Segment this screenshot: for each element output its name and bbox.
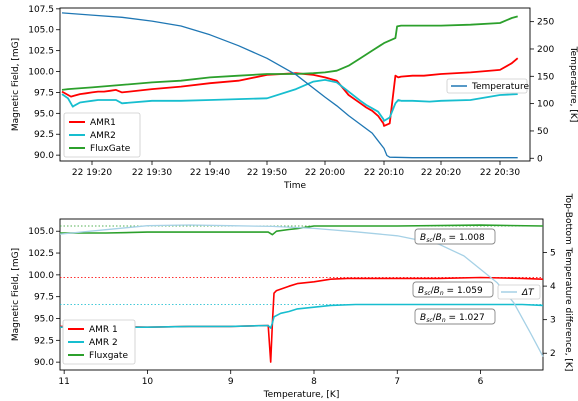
chart1-xtick-label: 22 19:40 <box>190 168 231 178</box>
chart1-series-amr2 <box>61 79 518 122</box>
chart1-legend <box>63 112 141 158</box>
chart2-xtick-label: 10 <box>142 377 154 387</box>
chart1-ytick-label: 102.5 <box>28 47 54 57</box>
chart1-series-temperature <box>61 12 518 159</box>
chart2-legend-label: ΔT <box>521 288 535 298</box>
chart1-y2tick-label: 150 <box>537 72 554 82</box>
chart2-ratio-box <box>414 308 496 325</box>
chart2-ytick-label: 100.0 <box>28 271 54 281</box>
chart2-ratio-label: Bsc/Bn = 1.027 <box>420 313 485 324</box>
chart2-xtick-label: 11 <box>58 377 69 387</box>
chart1-y2tick-label: 50 <box>537 127 549 137</box>
chart1-y2tick-label: 100 <box>537 100 554 110</box>
chart1-ytick-label: 105.0 <box>28 26 54 36</box>
chart1-frame <box>59 7 531 162</box>
chart1-xlabel: Time <box>283 181 306 191</box>
chart2-legend-label: Fluxgate <box>89 351 128 361</box>
chart1-xtick-label: 22 20:00 <box>305 168 346 178</box>
chart2-legend-label: AMR 2 <box>89 338 118 348</box>
chart1-ytick-label: 92.5 <box>34 130 54 140</box>
chart2-xlabel: Temperature, [K] <box>263 390 340 400</box>
chart1-y2label: Temperature, [K] <box>568 46 578 123</box>
chart2-ratio-value: 1.059 <box>457 286 483 296</box>
chart2-ylabel: Magnetic Field, [mG] <box>11 248 21 341</box>
chart1-xtick-label: 22 20:20 <box>421 168 462 178</box>
chart2-ytick-label: 92.5 <box>34 336 54 346</box>
chart2-ratio-box <box>414 228 496 245</box>
chart1-legend-right <box>446 78 528 94</box>
chart2-ratio-label: Bsc/Bn = 1.059 <box>418 286 483 297</box>
chart2-ratio-label: Bsc/Bn = 1.008 <box>420 233 485 244</box>
chart2-y2tick-label: 4 <box>550 282 556 292</box>
chart1-ytick-label: 107.5 <box>28 5 54 15</box>
chart2-frame <box>59 218 544 371</box>
chart2-ratio-value: 1.008 <box>459 233 485 243</box>
chart2-y2tick-label: 3 <box>550 316 556 326</box>
chart2-legend <box>62 319 136 365</box>
chart1-legend-label: AMR2 <box>90 131 116 141</box>
chart1-ytick-label: 100.0 <box>28 68 54 78</box>
chart1-xtick-label: 22 20:10 <box>364 168 405 178</box>
chart1-legend-label: FluxGate <box>90 144 131 154</box>
chart1-xtick-label: 22 19:30 <box>132 168 173 178</box>
chart2-ytick-label: 95.0 <box>34 315 54 325</box>
chart1-series-fluxgate <box>61 15 518 91</box>
chart2-series-fluxgate <box>60 224 544 236</box>
chart1-ytick-label: 90.0 <box>34 151 54 161</box>
chart1-xtick-label: 22 19:50 <box>247 168 288 178</box>
chart2-y2tick-label: 5 <box>550 249 556 259</box>
chart2-y2tick-label: 2 <box>550 349 556 359</box>
chart2-ytick-label: 105.0 <box>28 227 54 237</box>
chart1-xtick-label: 22 19:20 <box>72 168 113 178</box>
chart2-ytick-label: 102.5 <box>28 249 54 259</box>
chart2-series-amr-2 <box>60 303 544 329</box>
chart2-ytick-label: 97.5 <box>34 293 54 303</box>
chart2-ratio-value: 1.027 <box>459 313 485 323</box>
chart1-ytick-label: 97.5 <box>34 88 54 98</box>
chart1-legend-label: AMR1 <box>90 118 116 128</box>
chart1-y2tick-label: 250 <box>537 18 554 28</box>
chart1-series-amr1 <box>61 57 519 127</box>
chart1-xtick-label: 22 20:30 <box>480 168 521 178</box>
chart1-ytick-label: 95.0 <box>34 109 54 119</box>
chart2-y2label: Top-Bottom Temperature difference, [K] <box>563 193 573 372</box>
chart2-legend-right <box>497 284 541 300</box>
chart2-xtick-label: 6 <box>478 377 484 387</box>
chart2-ytick-label: 90.0 <box>34 358 54 368</box>
chart1-legend-label: Temperature <box>471 82 529 92</box>
chart2-xtick-label: 7 <box>394 377 400 387</box>
chart1-ylabel: Magnetic Field, [mG] <box>11 38 21 131</box>
chart2-xtick-label: 9 <box>228 377 234 387</box>
chart2-xtick-label: 8 <box>311 377 317 387</box>
chart1-y2tick-label: 200 <box>537 45 554 55</box>
chart2-legend-label: AMR 1 <box>89 325 118 335</box>
chart1-y2tick-label: 0 <box>537 154 543 164</box>
chart2-ratio-box <box>412 281 494 298</box>
